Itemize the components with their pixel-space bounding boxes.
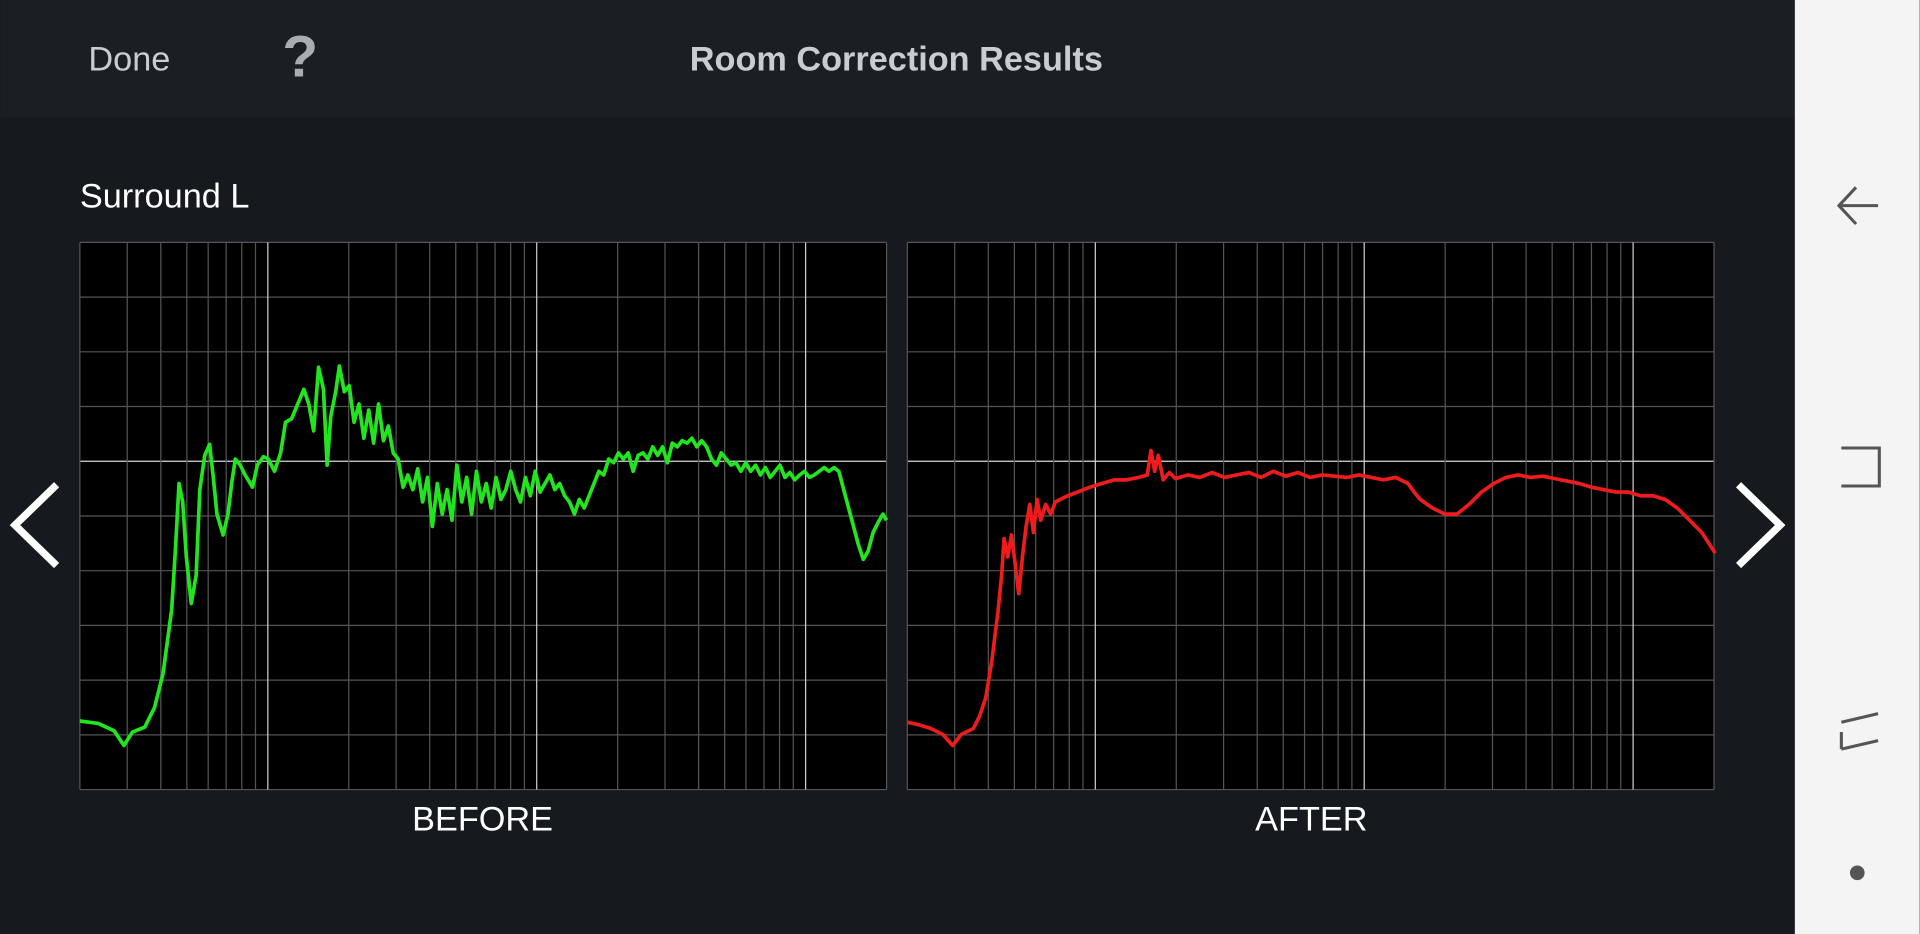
page-title: Room Correction Results [690,40,1103,78]
chart-label: BEFORE [412,800,553,838]
next-arrow[interactable] [1735,482,1786,569]
after-curve [906,448,1717,748]
nav-switch[interactable] [1839,712,1879,751]
top-bar [0,0,1795,118]
nav-home[interactable] [1849,865,1865,881]
previous-arrow[interactable] [9,482,60,569]
before-curve [79,364,889,748]
nav-bar [1794,0,1920,934]
nav-back[interactable] [1836,186,1879,226]
done-button[interactable]: Done [88,40,170,78]
channel-title: Surround L [80,177,250,215]
chart-panel [79,241,888,791]
nav-recents[interactable] [1841,446,1881,488]
help-button[interactable]: ? [282,25,318,90]
chart-label: AFTER [1255,800,1367,838]
